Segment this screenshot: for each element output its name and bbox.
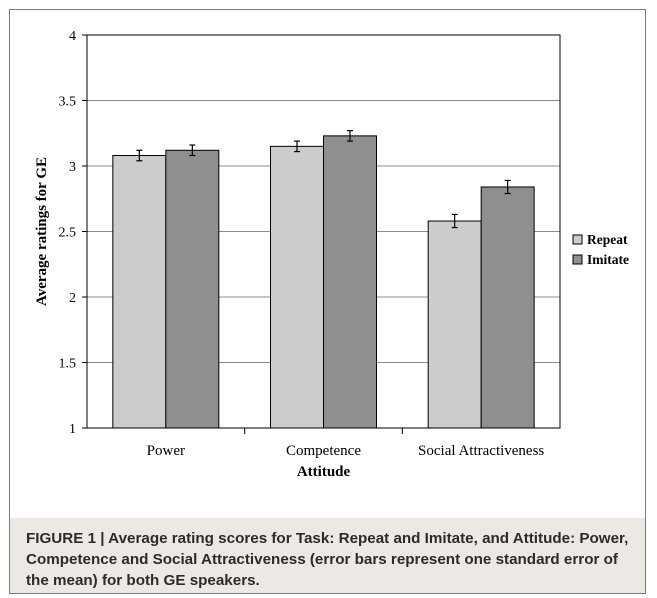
bar-imitate-1 — [323, 135, 377, 429]
plot-area-border — [86, 34, 561, 429]
bar-repeat-2 — [427, 220, 482, 429]
error-bars — [136, 130, 511, 229]
figure-caption: FIGURE 1 | Average rating scores for Tas… — [26, 530, 629, 589]
y-tick-label: 1.5 — [59, 357, 77, 372]
y-tick-label: 3 — [69, 160, 76, 175]
bar-repeat-1 — [270, 145, 324, 429]
bars — [112, 135, 535, 429]
bar-imitate-0 — [165, 149, 220, 429]
bar-imitate-2 — [480, 186, 535, 429]
y-tick-label: 2.5 — [59, 226, 77, 241]
x-axis-label: Attitude — [297, 464, 351, 480]
legend: Repeat Imitate — [572, 232, 629, 267]
y-tick-label: 2 — [69, 291, 76, 306]
bar-chart: 1 1.5 2 2.5 3 3.5 4 Power Competence Social Attr… — [34, 29, 629, 480]
caption-background — [10, 518, 645, 593]
axes — [86, 34, 561, 434]
bar-repeat-0 — [112, 155, 167, 429]
y-tick-label: 4 — [69, 29, 76, 44]
legend-label-repeat: Repeat — [587, 232, 628, 247]
y-tick-label: 1 — [69, 422, 76, 437]
y-tick-label: 3.5 — [59, 95, 77, 110]
x-tick-labels: Power Competence Social Attractiveness — [147, 443, 545, 459]
x-tick-label: Social Attractiveness — [418, 443, 544, 459]
x-tick-label: Power — [147, 443, 185, 459]
legend-label-imitate: Imitate — [587, 252, 629, 267]
y-tick-labels: 1 1.5 2 2.5 3 3.5 4 — [59, 29, 77, 437]
x-tick-label: Competence — [286, 443, 361, 459]
y-axis-label: Average ratings for GE — [34, 157, 50, 306]
legend-swatch-imitate — [572, 254, 583, 265]
legend-swatch-repeat — [572, 234, 583, 245]
